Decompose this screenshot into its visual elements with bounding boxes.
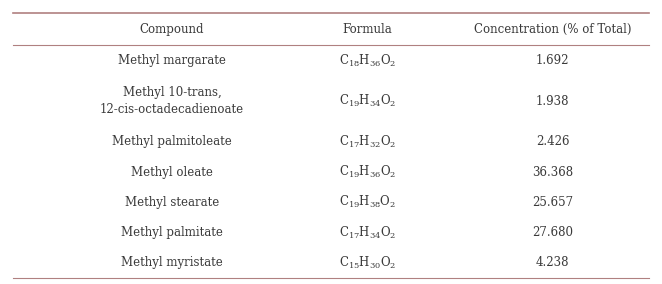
Text: 2.426: 2.426 (536, 135, 569, 149)
Text: 25.657: 25.657 (532, 196, 573, 209)
Text: Concentration (% of Total): Concentration (% of Total) (474, 23, 632, 36)
Text: 27.680: 27.680 (532, 226, 573, 239)
Text: $\mathregular{C_{17}H_{34}O_{2}}$: $\mathregular{C_{17}H_{34}O_{2}}$ (339, 224, 396, 241)
Text: Methyl palmitoleate: Methyl palmitoleate (113, 135, 232, 149)
Text: $\mathregular{C_{18}H_{36}O_{2}}$: $\mathregular{C_{18}H_{36}O_{2}}$ (339, 53, 396, 68)
Text: $\mathregular{C_{19}H_{36}O_{2}}$: $\mathregular{C_{19}H_{36}O_{2}}$ (339, 164, 396, 180)
Text: Formula: Formula (342, 23, 393, 36)
Text: Methyl palmitate: Methyl palmitate (121, 226, 223, 239)
Text: $\mathregular{C_{15}H_{30}O_{2}}$: $\mathregular{C_{15}H_{30}O_{2}}$ (339, 255, 396, 271)
Text: 4.238: 4.238 (536, 256, 569, 269)
Text: Methyl 10-trans,
12-cis-octadecadienoate: Methyl 10-trans, 12-cis-octadecadienoate (100, 86, 244, 116)
Text: $\mathregular{C_{19}H_{38}O_{2}}$: $\mathregular{C_{19}H_{38}O_{2}}$ (339, 194, 396, 210)
Text: Compound: Compound (140, 23, 205, 36)
Text: 1.938: 1.938 (536, 95, 569, 108)
Text: 1.692: 1.692 (536, 54, 569, 67)
Text: Methyl oleate: Methyl oleate (131, 166, 213, 179)
Text: $\mathregular{C_{17}H_{32}O_{2}}$: $\mathregular{C_{17}H_{32}O_{2}}$ (339, 134, 396, 150)
Text: 36.368: 36.368 (532, 166, 573, 179)
Text: Methyl margarate: Methyl margarate (118, 54, 226, 67)
Text: Methyl myristate: Methyl myristate (121, 256, 223, 269)
Text: $\mathregular{C_{19}H_{34}O_{2}}$: $\mathregular{C_{19}H_{34}O_{2}}$ (339, 93, 396, 109)
Text: Methyl stearate: Methyl stearate (125, 196, 219, 209)
